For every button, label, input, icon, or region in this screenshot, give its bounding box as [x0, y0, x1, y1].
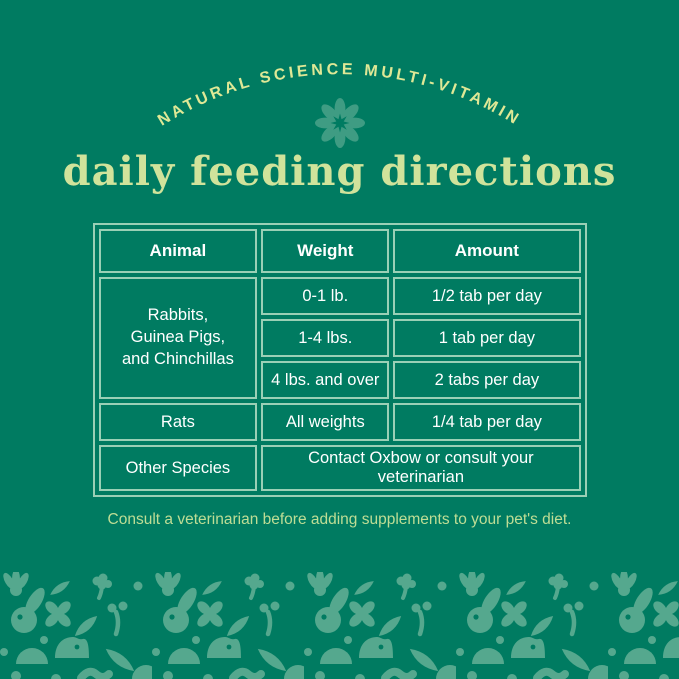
col-header-amount: Amount — [393, 229, 581, 273]
flower-icon — [315, 98, 365, 148]
star-cutout — [330, 113, 350, 133]
weight-cell: All weights — [261, 403, 390, 441]
contact-cell: Contact Oxbow or consult your veterinari… — [261, 445, 581, 491]
table-row: Rats All weights 1/4 tab per day — [98, 403, 581, 441]
animal-cell-rats: Rats — [98, 403, 258, 441]
disclaimer-note: Consult a veterinarian before adding sup… — [107, 511, 572, 528]
weight-cell: 4 lbs. and over — [261, 361, 390, 399]
table-header-row: Animal Weight Amount — [98, 229, 581, 273]
weight-cell: 0-1 lb. — [261, 277, 390, 315]
table-row: Rabbits, Guinea Pigs, and Chinchillas 0-… — [98, 277, 581, 399]
table-row: Other Species Contact Oxbow or consult y… — [98, 445, 581, 491]
col-header-weight: Weight — [261, 229, 390, 273]
animal-cell-rabbits-guineapigs-chinchillas: Rabbits, Guinea Pigs, and Chinchillas — [98, 277, 258, 399]
table-row: 1-4 lbs. 1 tab per day — [99, 319, 581, 357]
weight-cell: 1-4 lbs. — [261, 319, 390, 357]
animal-cell-other-species: Other Species — [98, 445, 258, 491]
amount-cell: 2 tabs per day — [393, 361, 581, 399]
decorative-pattern — [0, 572, 679, 679]
feeding-directions-table: Animal Weight Amount Rabbits, Guinea Pig… — [92, 223, 587, 497]
amount-cell: 1/2 tab per day — [393, 277, 581, 315]
amount-cell: 1 tab per day — [393, 319, 581, 357]
amount-cell: 1/4 tab per day — [393, 403, 581, 441]
page-title: daily feeding directions — [62, 148, 617, 195]
table-row: 4 lbs. and over 2 tabs per day — [99, 361, 581, 399]
col-header-animal: Animal — [98, 229, 258, 273]
